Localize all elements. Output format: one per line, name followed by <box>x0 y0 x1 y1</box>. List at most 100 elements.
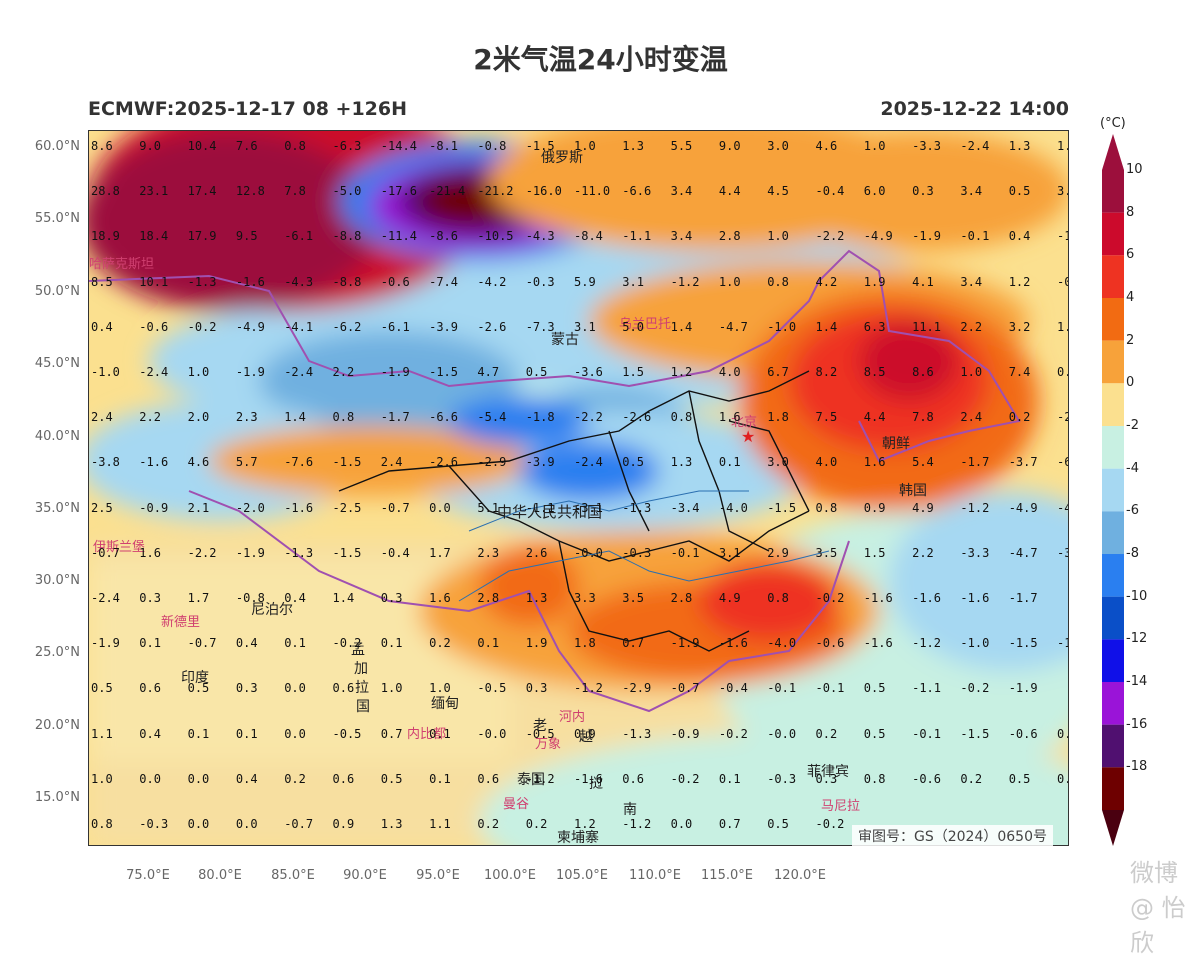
grid-value: -0.2 <box>670 771 700 786</box>
grid-value: 1.4 <box>332 591 355 605</box>
grid-value: 4.6 <box>187 455 210 470</box>
place-label: 北京 <box>731 415 758 430</box>
grid-value: 0.9 <box>574 726 596 741</box>
grid-value: 1.0 <box>91 771 113 786</box>
grid-value: 10.4 <box>187 139 217 153</box>
grid-value: 0.4 <box>284 591 306 605</box>
place-label: 韩国 <box>899 483 927 499</box>
grid-value: 1.1 <box>429 817 451 831</box>
grid-value: 1.6 <box>429 591 451 605</box>
grid-value: 3.4 <box>960 184 983 199</box>
colorbar-unit: (°C) <box>1100 116 1126 131</box>
grid-value: -14.4 <box>380 139 417 153</box>
grid-value: 2.2 <box>912 545 934 560</box>
grid-value: -0.2 <box>960 681 990 696</box>
colorbar-tick-label: -2 <box>1126 418 1139 433</box>
colorbar-tick-label: 4 <box>1126 290 1135 305</box>
grid-value: 1.4 <box>815 319 838 334</box>
grid-value: -1.7 <box>1008 591 1038 605</box>
grid-value: 4.2 <box>815 274 838 289</box>
grid-value: -4.9 <box>863 229 893 244</box>
grid-value: 0.5 <box>863 681 886 696</box>
grid-value: 3.4 <box>670 184 693 199</box>
grid-value: 0.2 <box>477 817 500 831</box>
grid-value: -1.9 <box>91 636 120 651</box>
place-label: 伊斯兰堡 <box>93 540 146 555</box>
grid-value: -1.1 <box>912 681 941 696</box>
colorbar <box>1102 134 1124 846</box>
grid-value: 1.4 <box>670 319 693 334</box>
grid-value: -2.9 <box>477 455 507 470</box>
grid-value: -0.1 <box>912 726 941 741</box>
place-label: 国 <box>356 699 370 715</box>
grid-value: -4.0 <box>718 500 748 515</box>
place-label: 哈萨克斯坦 <box>89 257 155 272</box>
place-label: 新德里 <box>161 615 201 630</box>
grid-value: 0.0 <box>670 817 693 831</box>
temperature-map[interactable]: 俄罗斯 哈萨克斯坦 蒙古 乌兰巴托 北京 朝鲜 韩国 中华人民共和国 伊斯兰堡 … <box>88 130 1069 846</box>
grid-value: -1.2 <box>574 681 603 696</box>
grid-value: 0.1 <box>380 636 403 651</box>
colorbar-segment <box>1102 724 1124 768</box>
grid-value: 0.8 <box>767 591 789 605</box>
grid-value: 7.8 <box>284 184 306 199</box>
grid-value: 4.1 <box>912 274 934 289</box>
grid-value: 4.9 <box>912 500 934 515</box>
grid-value: 0.5 <box>767 817 789 831</box>
colorbar-tick-label: -14 <box>1126 674 1148 689</box>
grid-value: -0.6 <box>815 636 845 651</box>
grid-value: 1.4 <box>284 410 306 425</box>
grid-value: 0.2 <box>525 817 548 831</box>
grid-value: 0.3 <box>912 184 934 199</box>
place-label: 乌兰巴托 <box>619 317 672 332</box>
grid-value: 1.5 <box>622 365 644 379</box>
grid-value: 18.4 <box>139 229 169 244</box>
grid-value: -0.6 <box>1008 726 1038 741</box>
grid-value: -6.1 <box>380 319 410 334</box>
grid-value: -0.2 <box>815 591 845 605</box>
grid-value: -1.0 <box>91 365 120 379</box>
grid-value: -2.4 <box>574 455 603 470</box>
grid-value: 0.0 <box>284 681 306 696</box>
grid-value: 5.5 <box>670 139 693 153</box>
grid-value: -1.2 <box>912 636 941 651</box>
grid-value: 17.9 <box>187 229 217 244</box>
grid-value: 1.1 <box>91 726 113 741</box>
grid-value: 4.0 <box>718 365 741 379</box>
grid-value: -1.3 <box>284 545 314 560</box>
grid-value: 3.0 <box>767 455 789 470</box>
colorbar-segment <box>1102 511 1124 554</box>
grid-value: -0.7 <box>91 545 120 560</box>
colorbar-tick-label: 2 <box>1126 332 1135 348</box>
grid-value: -11.0 <box>574 184 611 199</box>
lat-label: 25.0°N <box>34 645 80 660</box>
colorbar-bottom-arrow <box>1102 810 1124 846</box>
grid-value: 0.1 <box>187 726 210 741</box>
grid-value: 7.5 <box>815 410 838 425</box>
grid-value: 23.1 <box>139 184 169 199</box>
grid-value: 4.0 <box>815 455 838 470</box>
colorbar-tick-label: -10 <box>1126 588 1148 604</box>
grid-value: 3.3 <box>574 591 596 605</box>
grid-value: -2.4 <box>139 365 169 379</box>
grid-value: -0.5 <box>332 726 362 741</box>
grid-value: -11.4 <box>380 229 417 244</box>
grid-value: 1.2 <box>574 817 596 831</box>
colorbar-segment <box>1102 596 1124 640</box>
grid-value: 2.2 <box>139 410 161 425</box>
grid-value: 0.2 <box>960 771 983 786</box>
grid-value: -1.9 <box>912 229 941 244</box>
grid-value: -1.5 <box>767 500 797 515</box>
grid-value: 1.3 <box>525 591 548 605</box>
colorbar-segment <box>1102 554 1124 597</box>
lon-label: 75.0°E <box>126 868 170 883</box>
place-label: 印度 <box>181 670 209 686</box>
grid-value: -3.3 <box>960 545 990 560</box>
grid-value: -3.3 <box>912 139 941 153</box>
grid-value: -2.2 <box>574 410 603 425</box>
lat-label: 40.0°N <box>34 429 80 444</box>
place-label: 孟 <box>351 642 365 658</box>
grid-value: 2.5 <box>91 500 113 515</box>
grid-value: 0.4 <box>139 726 161 741</box>
grid-value: 7.6 <box>235 139 258 153</box>
